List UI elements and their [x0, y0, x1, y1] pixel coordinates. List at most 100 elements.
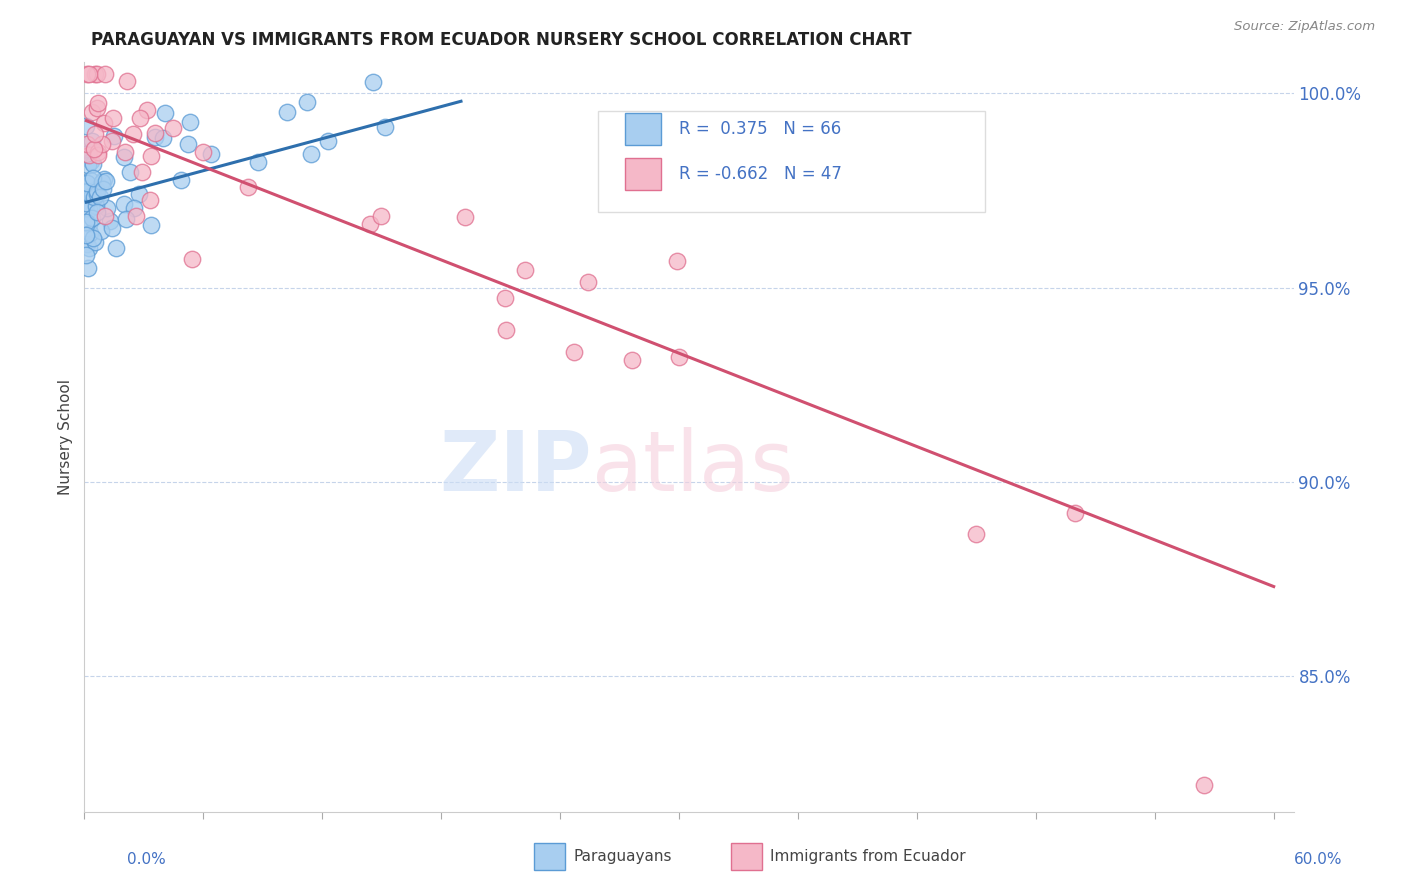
Point	[153, 106, 176, 120]
Text: 60.0%: 60.0%	[1295, 852, 1343, 867]
Text: R = -0.662   N = 47: R = -0.662 N = 47	[679, 165, 842, 183]
Y-axis label: Nursery School: Nursery School	[58, 379, 73, 495]
Point	[84, 198, 107, 212]
Text: ZIP: ZIP	[440, 426, 592, 508]
Point	[122, 202, 145, 216]
Point	[141, 218, 163, 232]
Point	[620, 353, 643, 368]
Point	[170, 173, 193, 187]
Point	[247, 154, 270, 169]
Point	[75, 120, 97, 134]
Point	[94, 209, 117, 223]
Point	[128, 186, 150, 201]
Point	[75, 227, 97, 242]
Point	[82, 231, 104, 245]
Point	[200, 146, 222, 161]
Point	[79, 227, 101, 241]
Point	[965, 527, 987, 541]
Bar	[624, 113, 661, 145]
Point	[79, 187, 101, 202]
Point	[1064, 506, 1087, 520]
Point	[139, 149, 162, 163]
Point	[299, 146, 322, 161]
Point	[112, 197, 135, 211]
Point	[120, 165, 142, 179]
Point	[84, 127, 107, 141]
Text: Immigrants from Ecuador: Immigrants from Ecuador	[770, 849, 966, 863]
Point	[80, 187, 103, 202]
Point	[177, 136, 200, 151]
Point	[668, 351, 690, 365]
Point	[363, 75, 385, 89]
Point	[94, 174, 117, 188]
Text: R =  0.375   N = 66: R = 0.375 N = 66	[679, 120, 842, 138]
Point	[86, 182, 108, 196]
Point	[114, 211, 136, 226]
Point	[86, 187, 108, 202]
Point	[94, 67, 117, 81]
Point	[125, 209, 148, 223]
Point	[562, 344, 585, 359]
Point	[83, 235, 105, 249]
Point	[77, 158, 100, 172]
Point	[75, 187, 97, 202]
Point	[76, 176, 98, 190]
Point	[83, 190, 105, 204]
Point	[129, 112, 152, 126]
Point	[79, 173, 101, 187]
Point	[494, 291, 516, 305]
Point	[152, 131, 174, 145]
Point	[77, 217, 100, 231]
Point	[117, 74, 139, 88]
Point	[93, 116, 115, 130]
Point	[276, 105, 298, 120]
Point	[105, 241, 128, 255]
Point	[79, 202, 101, 216]
Point	[77, 241, 100, 255]
Point	[87, 96, 110, 111]
FancyBboxPatch shape	[599, 112, 986, 212]
Point	[101, 111, 124, 125]
Point	[82, 104, 104, 119]
Point	[112, 150, 135, 164]
Point	[86, 101, 108, 115]
Point	[131, 164, 153, 178]
Point	[76, 184, 98, 198]
Point	[143, 129, 166, 144]
Point	[236, 180, 259, 194]
Point	[87, 147, 110, 161]
Point	[295, 95, 318, 110]
Point	[83, 142, 105, 156]
Point	[143, 126, 166, 140]
Point	[76, 137, 98, 152]
Point	[75, 248, 97, 262]
Text: PARAGUAYAN VS IMMIGRANTS FROM ECUADOR NURSERY SCHOOL CORRELATION CHART: PARAGUAYAN VS IMMIGRANTS FROM ECUADOR NU…	[91, 31, 912, 49]
Text: Paraguayans: Paraguayans	[574, 849, 672, 863]
Point	[103, 128, 125, 143]
Point	[665, 253, 688, 268]
Point	[495, 323, 517, 337]
Point	[75, 147, 97, 161]
Point	[359, 217, 381, 231]
Point	[80, 134, 103, 148]
Point	[93, 172, 115, 186]
Point	[101, 134, 124, 148]
Point	[181, 252, 204, 266]
Point	[122, 127, 145, 141]
Point	[191, 145, 214, 159]
Point	[179, 115, 201, 129]
Point	[86, 184, 108, 198]
Point	[114, 145, 136, 159]
Point	[90, 224, 112, 238]
Point	[75, 196, 97, 211]
Point	[576, 275, 599, 289]
Point	[75, 215, 97, 229]
Point	[86, 205, 108, 219]
Point	[96, 201, 118, 215]
Point	[135, 103, 157, 118]
Point	[139, 193, 162, 207]
Point	[316, 134, 339, 148]
Point	[75, 185, 97, 199]
Point	[90, 137, 112, 152]
Point	[100, 214, 122, 228]
